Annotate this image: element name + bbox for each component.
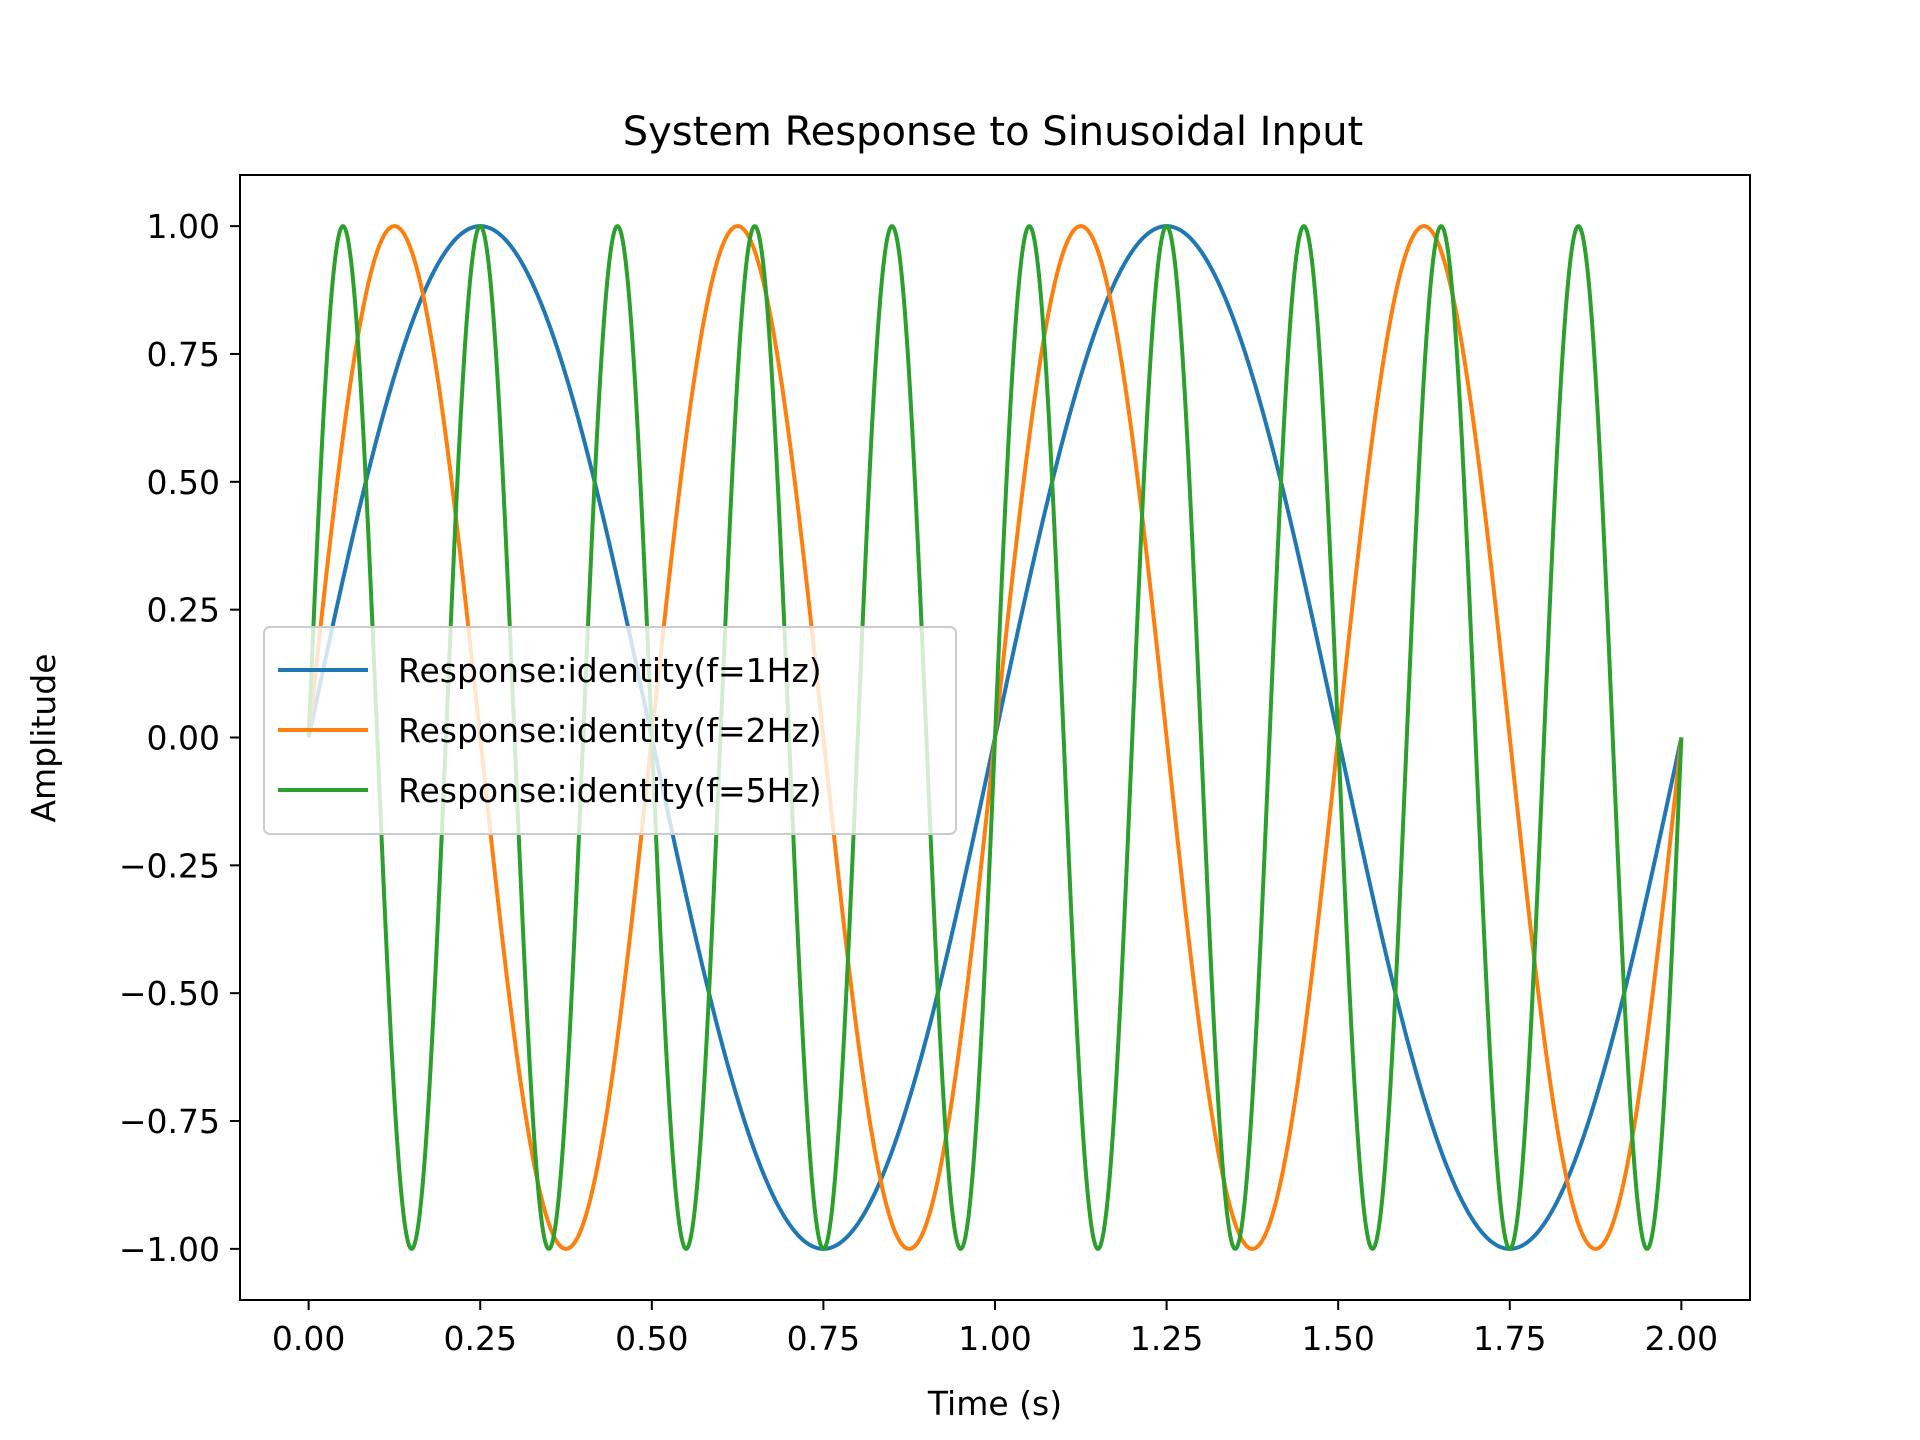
series-line-3 [306,224,1684,1251]
y-tick-label: 0.00 [147,719,220,758]
x-tick-label: 1.50 [1301,1319,1374,1358]
legend-label-3: Response:identity(f=5Hz) [398,771,822,810]
x-tick-label: 0.00 [272,1319,345,1358]
x-tick-label: 0.75 [787,1319,860,1358]
chart-title: System Response to Sinusoidal Input [623,109,1364,155]
x-axis: 0.00 0.25 0.50 0.75 1.00 1.25 1.50 1.75 2.00 [272,1300,1718,1358]
y-tick-label: −0.50 [119,974,220,1013]
x-tick-label: 2.00 [1645,1319,1718,1358]
legend-box [263,626,957,835]
legend-label-1: Response:identity(f=1Hz) [398,651,822,690]
y-tick-label: −1.00 [119,1230,220,1269]
legend-label-2: Response:identity(f=2Hz) [398,711,822,750]
y-tick-label: −0.25 [119,846,220,885]
y-tick-label: 0.75 [147,335,220,374]
x-tick-label: 0.25 [443,1319,516,1358]
y-tick-label: 0.25 [147,591,220,630]
series-layer [306,224,1684,1251]
x-axis-title: Time (s) [927,1384,1062,1423]
y-tick-label: 0.50 [147,463,220,502]
y-tick-label: −0.75 [119,1102,220,1141]
y-axis-title: Amplitude [24,653,63,822]
x-tick-label: 1.25 [1130,1319,1203,1358]
x-tick-label: 1.00 [958,1319,1031,1358]
legend: Response:identity(f=1Hz) Response:identit… [263,626,957,835]
x-tick-label: 0.50 [615,1319,688,1358]
y-axis: 1.00 0.75 0.50 0.25 0.00 −0.25 −0.50 −0.75 −1.00 [119,207,240,1269]
y-tick-label: 1.00 [147,207,220,246]
x-tick-label: 1.75 [1473,1319,1546,1358]
